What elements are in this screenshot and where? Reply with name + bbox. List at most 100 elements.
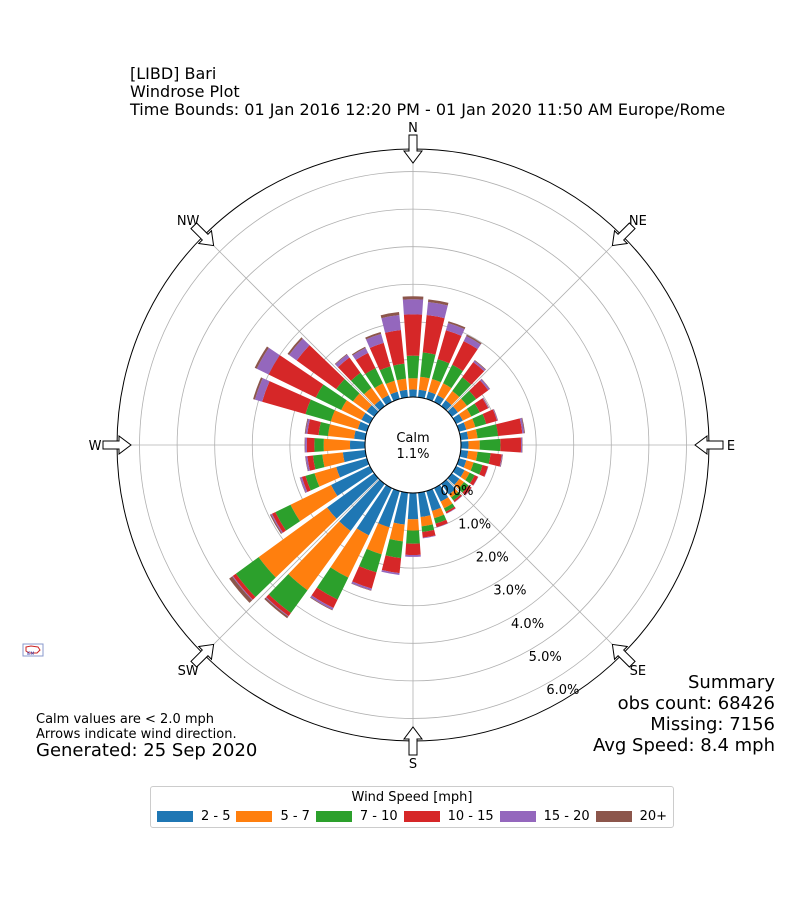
windrose-bar <box>310 595 334 610</box>
compass-label: S <box>409 757 417 772</box>
windrose-bar <box>468 440 480 450</box>
windrose-bar <box>403 314 423 356</box>
windrose-bar <box>454 478 464 489</box>
windrose-bar <box>458 482 469 493</box>
windrose-bar <box>337 357 361 381</box>
iem-logo: IEM <box>22 643 44 657</box>
direction-arrow-shape <box>190 222 215 247</box>
windrose-bar <box>393 363 407 381</box>
windrose-bar <box>357 421 370 432</box>
windrose-bar <box>327 424 356 439</box>
windrose-bar <box>445 390 460 406</box>
windrose-bar <box>352 393 372 412</box>
windrose-bar <box>466 403 480 417</box>
calm-label: Calm <box>396 431 429 446</box>
windrose-bar <box>461 390 477 406</box>
windrose-bar <box>316 567 349 600</box>
direction-arrow-icon <box>190 222 215 247</box>
windrose-bar <box>441 479 456 495</box>
direction-arrow-shape <box>403 726 423 756</box>
windrose-bar <box>499 454 503 467</box>
windrose-bar <box>381 315 401 333</box>
windrose-bar <box>492 409 498 421</box>
windrose-bar <box>275 504 300 531</box>
windrose-bar <box>361 412 374 424</box>
direction-arrow-shape <box>611 643 636 668</box>
windrose-bar <box>315 384 347 410</box>
windrose-bar <box>327 473 379 519</box>
legend-item: 10 - 15 <box>403 809 494 824</box>
legend-item: 20+ <box>595 809 667 824</box>
windrose-bar <box>381 555 402 574</box>
direction-arrow-shape <box>102 435 132 455</box>
compass-label: N <box>408 121 418 136</box>
windrose-bar <box>385 329 405 366</box>
windrose-bar <box>350 372 372 395</box>
legend-label: 20+ <box>639 809 667 824</box>
windrose-bar <box>314 438 324 452</box>
windrose-bar <box>265 597 289 617</box>
legend: Wind Speed [mph] 2 - 5 5 - 7 7 - 10 10 - 15… <box>150 786 674 828</box>
windrose-bar <box>256 347 280 375</box>
windrose-bar <box>466 450 478 461</box>
windrose-bar <box>482 409 498 425</box>
windrose-bar <box>379 366 395 384</box>
windrose-bar <box>331 466 374 497</box>
windrose-bar <box>385 380 398 395</box>
legend-swatch <box>595 811 632 822</box>
windrose-bar <box>420 515 433 527</box>
windrose-bar <box>409 389 417 398</box>
windrose-bar <box>359 548 382 573</box>
windrose-bar <box>254 346 269 369</box>
windrose-bar <box>366 405 379 417</box>
windrose-bar <box>378 488 400 528</box>
windrose-bar <box>336 379 360 402</box>
windrose-bar <box>264 597 289 619</box>
windrose-bar <box>421 524 435 532</box>
summary-avg-speed: Avg Speed: 8.4 mph <box>593 735 775 756</box>
windrose-bar <box>484 466 489 477</box>
windrose-bar <box>447 473 460 485</box>
polar-ring <box>214 246 612 644</box>
windrose-bar <box>460 441 469 449</box>
windrose-bar <box>406 355 420 379</box>
legend-label: 15 - 20 <box>543 809 590 824</box>
windrose-bar <box>323 438 351 452</box>
windrose-bar <box>365 368 383 389</box>
compass-label: NE <box>629 214 647 229</box>
windrose-bar <box>365 333 384 348</box>
windrose-bar <box>258 507 337 578</box>
radial-tick-label: 2.0% <box>476 551 509 566</box>
windrose-bar <box>447 321 466 330</box>
polar-ring <box>176 208 650 682</box>
windrose-bar <box>306 437 315 453</box>
windrose-bar <box>351 346 366 356</box>
legend-item: 7 - 10 <box>315 809 398 824</box>
windrose-bar <box>266 594 291 617</box>
windrose-bar <box>299 477 306 493</box>
windrose-bar <box>463 418 476 430</box>
windrose-bar <box>305 456 310 472</box>
legend-label: 2 - 5 <box>201 809 231 824</box>
windrose-bar <box>268 574 308 614</box>
windrose-bar <box>463 460 474 471</box>
windrose-bar <box>268 355 324 398</box>
windrose-bar <box>496 418 523 437</box>
windrose-bar <box>460 470 470 481</box>
windrose-bar <box>466 334 482 345</box>
legend-item: 2 - 5 <box>157 809 231 824</box>
radial-tick-label: 6.0% <box>546 683 579 698</box>
windrose-bar <box>426 488 441 512</box>
windrose-bar <box>365 332 382 340</box>
windrose-bar <box>305 456 309 472</box>
windrose-bar <box>269 514 282 535</box>
station-title: [LIBD] Bari <box>130 64 217 83</box>
windrose-bar <box>402 299 424 315</box>
windrose-bar <box>296 345 345 390</box>
windrose-bar <box>381 569 400 575</box>
windrose-bar <box>428 378 441 395</box>
windrose-bar <box>431 359 450 383</box>
windrose-bar <box>418 491 431 518</box>
windrose-bar <box>288 521 351 591</box>
windrose-bar <box>408 378 418 390</box>
